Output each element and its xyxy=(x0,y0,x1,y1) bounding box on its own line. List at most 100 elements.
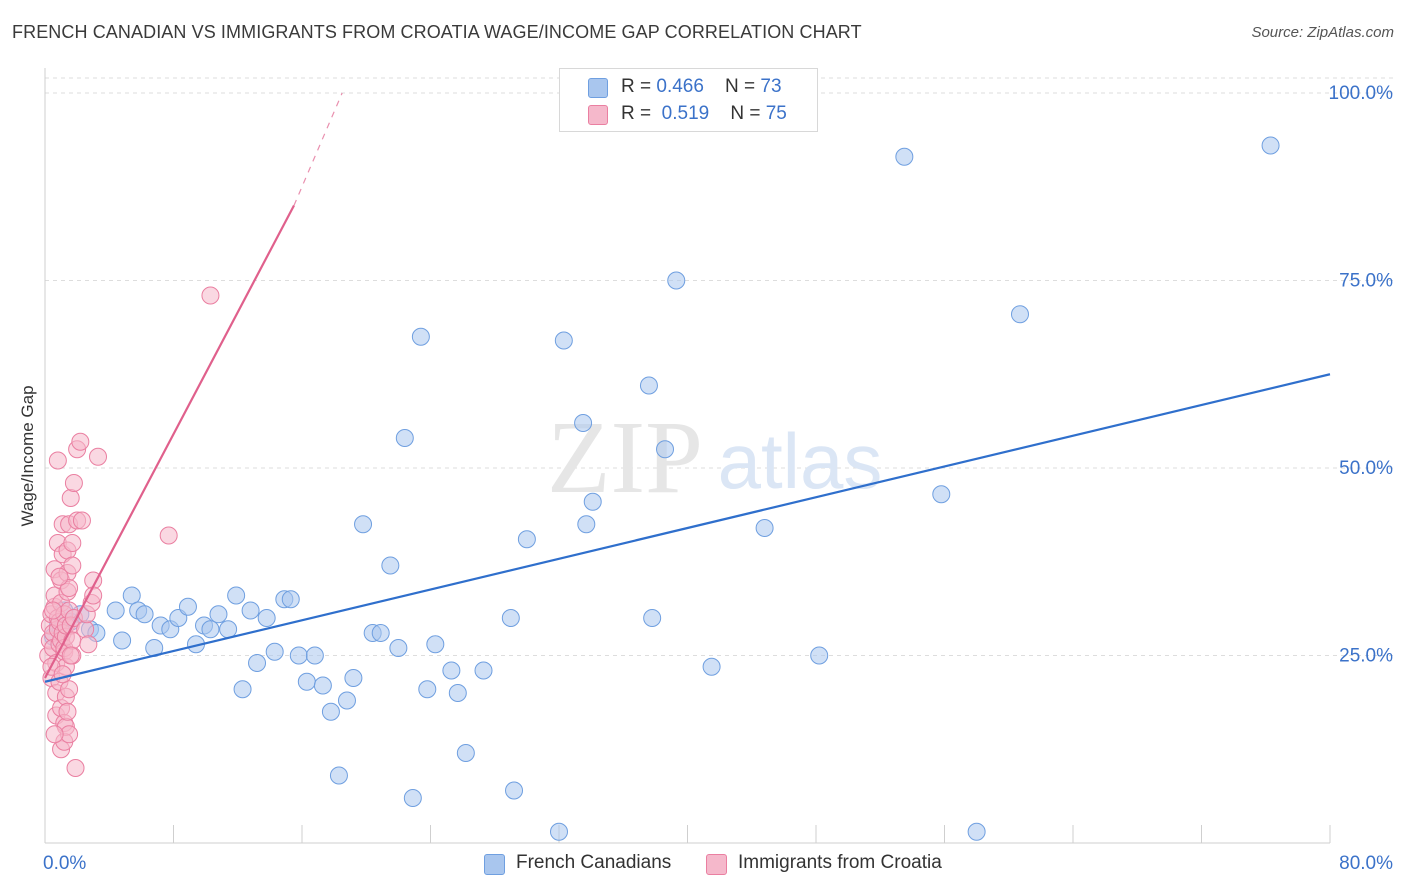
legend-text: R = 0.519 N = 75 xyxy=(621,103,787,125)
point-french-canadians xyxy=(418,680,437,699)
legend-label: Immigrants from Croatia xyxy=(738,852,942,873)
n-label: N = xyxy=(725,76,761,97)
point-immigrants-from-croatia xyxy=(48,451,67,470)
n-label: N = xyxy=(730,103,766,124)
point-french-canadians xyxy=(219,620,238,639)
point-immigrants-from-croatia xyxy=(63,534,82,552)
point-immigrants-from-croatia xyxy=(64,474,83,492)
series-immigrants-from-croatia xyxy=(39,286,220,777)
point-french-canadians xyxy=(297,672,316,691)
point-french-canadians xyxy=(448,684,467,702)
point-immigrants-from-croatia xyxy=(63,556,82,575)
r-value: 0.519 xyxy=(661,103,710,124)
point-immigrants-from-croatia xyxy=(201,286,220,305)
y-tick-label: 100.0% xyxy=(1329,83,1394,104)
point-immigrants-from-croatia xyxy=(61,489,80,507)
point-french-canadians xyxy=(289,646,308,665)
trend-line-french-canadians xyxy=(44,373,1331,683)
point-french-canadians xyxy=(967,822,986,841)
point-immigrants-from-croatia xyxy=(72,511,91,530)
legend-label: French Canadians xyxy=(516,852,672,873)
point-immigrants-from-croatia xyxy=(53,665,72,684)
chart-title: FRENCH CANADIAN VS IMMIGRANTS FROM CROAT… xyxy=(12,22,862,42)
point-french-canadians xyxy=(233,680,252,699)
y-tick-label: 75.0% xyxy=(1339,271,1393,292)
point-immigrants-from-croatia xyxy=(71,432,90,451)
point-french-canadians xyxy=(395,429,414,447)
watermark-zip: ZIP xyxy=(547,400,703,515)
pink-swatch xyxy=(588,105,608,125)
point-french-canadians xyxy=(403,789,422,807)
r-value: 0.466 xyxy=(656,76,704,97)
point-immigrants-from-croatia xyxy=(50,567,69,586)
point-french-canadians xyxy=(577,515,596,534)
point-french-canadians xyxy=(178,597,197,616)
point-french-canadians xyxy=(702,657,721,676)
r-label: R = xyxy=(621,103,657,124)
point-french-canadians xyxy=(895,147,914,166)
point-french-canadians xyxy=(248,654,267,672)
point-french-canadians xyxy=(135,605,154,624)
tick-labels: 25.0% 50.0% 75.0% 100.0% 0.0% 80.0% xyxy=(43,83,1393,874)
point-french-canadians xyxy=(550,822,568,841)
blue-swatch xyxy=(484,854,505,875)
gridlines xyxy=(45,77,1393,656)
point-french-canadians xyxy=(667,271,686,290)
point-immigrants-from-croatia xyxy=(58,702,77,721)
point-immigrants-from-croatia xyxy=(89,447,108,466)
point-french-canadians xyxy=(505,781,524,800)
y-tick-label: 50.0% xyxy=(1339,458,1393,479)
point-french-canadians xyxy=(209,605,228,624)
point-french-canadians xyxy=(241,601,260,620)
point-immigrants-from-croatia xyxy=(76,620,95,639)
point-immigrants-from-croatia xyxy=(79,635,98,654)
point-french-canadians xyxy=(201,620,220,639)
y-tick-label: 25.0% xyxy=(1339,646,1393,667)
point-french-canadians xyxy=(1261,136,1280,155)
point-french-canadians xyxy=(281,590,300,609)
point-french-canadians xyxy=(574,414,593,432)
point-french-canadians xyxy=(554,331,573,350)
point-french-canadians xyxy=(227,586,246,605)
watermark-atlas: atlas xyxy=(718,417,883,505)
trend-line-immigrants-from-croatia xyxy=(44,204,295,679)
point-french-canadians xyxy=(381,556,400,575)
point-french-canadians xyxy=(329,766,348,785)
point-french-canadians xyxy=(583,492,602,511)
trend-extension-immigrants-from-croatia xyxy=(293,92,343,206)
point-french-canadians xyxy=(321,702,340,721)
correlation-legend: R = 0.466 N = 73 R = 0.519 N = 75 xyxy=(559,68,818,132)
point-immigrants-from-croatia xyxy=(45,725,64,744)
r-label: R = xyxy=(621,76,657,97)
point-immigrants-from-croatia xyxy=(66,759,85,777)
point-immigrants-from-croatia xyxy=(44,601,63,620)
point-french-canadians xyxy=(411,327,430,346)
n-value: 75 xyxy=(765,103,787,124)
point-french-canadians xyxy=(265,642,284,661)
point-immigrants-from-croatia xyxy=(60,680,79,699)
point-french-canadians xyxy=(371,624,390,642)
x-tick-label-max: 80.0% xyxy=(1339,853,1393,874)
point-immigrants-from-croatia xyxy=(159,526,178,545)
point-french-canadians xyxy=(337,691,356,710)
point-french-canadians xyxy=(810,646,829,665)
point-french-canadians xyxy=(354,515,373,534)
point-french-canadians xyxy=(517,530,536,549)
source-label: Source: ZipAtlas.com xyxy=(1251,24,1394,41)
pink-swatch xyxy=(706,854,727,875)
point-french-canadians xyxy=(643,609,662,627)
point-french-canadians xyxy=(1010,305,1029,324)
point-french-canadians xyxy=(257,609,276,627)
point-french-canadians xyxy=(932,485,951,504)
point-french-canadians xyxy=(426,635,445,654)
legend-text: R = 0.466 N = 73 xyxy=(621,76,782,98)
x-tick-label-min: 0.0% xyxy=(43,853,86,874)
point-french-canadians xyxy=(656,440,675,459)
point-french-canadians xyxy=(755,519,774,537)
point-french-canadians xyxy=(122,586,141,605)
point-french-canadians xyxy=(313,676,332,695)
point-french-canadians xyxy=(639,376,658,395)
point-french-canadians xyxy=(456,744,475,762)
point-immigrants-from-croatia xyxy=(61,646,80,665)
